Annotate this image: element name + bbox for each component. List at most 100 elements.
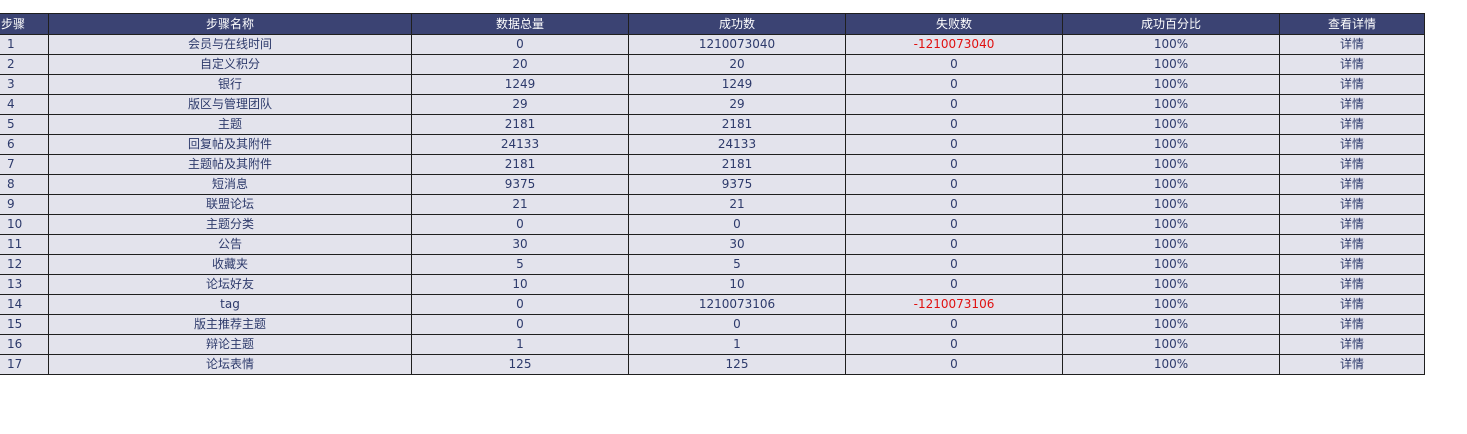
- cell-success-percent: 100%: [1062, 74, 1280, 95]
- detail-link[interactable]: 详情: [1279, 34, 1425, 55]
- cell-success: 125: [628, 354, 846, 375]
- cell-step-name: 公告: [48, 234, 412, 255]
- cell-total: 30: [411, 234, 629, 255]
- cell-success: 0: [628, 314, 846, 335]
- cell-step-name: 版主推荐主题: [48, 314, 412, 335]
- cell-success-percent: 100%: [1062, 354, 1280, 375]
- cell-step-name: tag: [48, 294, 412, 315]
- cell-success: 24133: [628, 134, 846, 155]
- cell-step-name: 联盟论坛: [48, 194, 412, 215]
- cell-step: 12: [0, 254, 49, 275]
- detail-link[interactable]: 详情: [1279, 74, 1425, 95]
- table-row: 15 版主推荐主题 0 0 0 100% 详情: [0, 314, 1425, 335]
- table-row: 10 主题分类 0 0 0 100% 详情: [0, 214, 1425, 235]
- cell-success: 1210073040: [628, 34, 846, 55]
- detail-link[interactable]: 详情: [1279, 134, 1425, 155]
- cell-step: 11: [0, 234, 49, 255]
- header-success: 成功数: [628, 13, 846, 35]
- cell-step: 2: [0, 54, 49, 75]
- table-row: 8 短消息 9375 9375 0 100% 详情: [0, 174, 1425, 195]
- cell-success-percent: 100%: [1062, 34, 1280, 55]
- cell-success-percent: 100%: [1062, 334, 1280, 355]
- table-row: 3 银行 1249 1249 0 100% 详情: [0, 74, 1425, 95]
- cell-total: 2181: [411, 114, 629, 135]
- detail-link[interactable]: 详情: [1279, 114, 1425, 135]
- cell-total: 10: [411, 274, 629, 295]
- cell-step-name: 主题: [48, 114, 412, 135]
- cell-success-percent: 100%: [1062, 254, 1280, 275]
- cell-failed: 0: [845, 74, 1063, 95]
- cell-success-percent: 100%: [1062, 194, 1280, 215]
- table-row: 16 辩论主题 1 1 0 100% 详情: [0, 334, 1425, 355]
- conversion-results-panel: 步骤 步骤名称 数据总量 成功数 失败数 成功百分比 查看详情 1 会员与在线时间…: [0, 13, 1425, 375]
- cell-success: 1: [628, 334, 846, 355]
- cell-failed: 0: [845, 114, 1063, 135]
- cell-failed: 0: [845, 94, 1063, 115]
- table-row: 1 会员与在线时间 0 1210073040 -1210073040 100% 详情: [0, 34, 1425, 55]
- cell-step: 3: [0, 74, 49, 95]
- table-row: 7 主题帖及其附件 2181 2181 0 100% 详情: [0, 154, 1425, 175]
- cell-failed: 0: [845, 134, 1063, 155]
- cell-step: 6: [0, 134, 49, 155]
- cell-total: 20: [411, 54, 629, 75]
- header-failed: 失败数: [845, 13, 1063, 35]
- cell-total: 1249: [411, 74, 629, 95]
- cell-success: 20: [628, 54, 846, 75]
- cell-failed: 0: [845, 174, 1063, 195]
- cell-step: 7: [0, 154, 49, 175]
- header-step: 步骤: [0, 13, 49, 35]
- cell-failed: -1210073040: [845, 34, 1063, 55]
- cell-success: 30: [628, 234, 846, 255]
- detail-link[interactable]: 详情: [1279, 94, 1425, 115]
- cell-success-percent: 100%: [1062, 274, 1280, 295]
- detail-link[interactable]: 详情: [1279, 154, 1425, 175]
- cell-step-name: 会员与在线时间: [48, 34, 412, 55]
- table-row: 12 收藏夹 5 5 0 100% 详情: [0, 254, 1425, 275]
- detail-link[interactable]: 详情: [1279, 234, 1425, 255]
- cell-step: 8: [0, 174, 49, 195]
- cell-success-percent: 100%: [1062, 94, 1280, 115]
- detail-link[interactable]: 详情: [1279, 334, 1425, 355]
- cell-step-name: 银行: [48, 74, 412, 95]
- cell-total: 0: [411, 214, 629, 235]
- cell-success-percent: 100%: [1062, 234, 1280, 255]
- cell-step: 10: [0, 214, 49, 235]
- cell-success: 0: [628, 214, 846, 235]
- cell-step: 14: [0, 294, 49, 315]
- detail-link[interactable]: 详情: [1279, 194, 1425, 215]
- cell-failed: 0: [845, 214, 1063, 235]
- table-row: 17 论坛表情 125 125 0 100% 详情: [0, 354, 1425, 375]
- cell-failed: 0: [845, 274, 1063, 295]
- cell-failed: 0: [845, 314, 1063, 335]
- cell-total: 5: [411, 254, 629, 275]
- cell-failed: 0: [845, 154, 1063, 175]
- cell-step: 9: [0, 194, 49, 215]
- cell-step: 4: [0, 94, 49, 115]
- cell-success: 1210073106: [628, 294, 846, 315]
- detail-link[interactable]: 详情: [1279, 274, 1425, 295]
- header-success-percent: 成功百分比: [1062, 13, 1280, 35]
- detail-link[interactable]: 详情: [1279, 214, 1425, 235]
- cell-total: 24133: [411, 134, 629, 155]
- cell-step: 17: [0, 354, 49, 375]
- cell-success: 2181: [628, 114, 846, 135]
- cell-success: 9375: [628, 174, 846, 195]
- cell-step-name: 辩论主题: [48, 334, 412, 355]
- detail-link[interactable]: 详情: [1279, 174, 1425, 195]
- detail-link[interactable]: 详情: [1279, 314, 1425, 335]
- cell-total: 9375: [411, 174, 629, 195]
- cell-success: 5: [628, 254, 846, 275]
- cell-success-percent: 100%: [1062, 174, 1280, 195]
- detail-link[interactable]: 详情: [1279, 294, 1425, 315]
- detail-link[interactable]: 详情: [1279, 54, 1425, 75]
- cell-step: 15: [0, 314, 49, 335]
- header-step-name: 步骤名称: [48, 13, 412, 35]
- cell-step-name: 版区与管理团队: [48, 94, 412, 115]
- detail-link[interactable]: 详情: [1279, 354, 1425, 375]
- table-row: 9 联盟论坛 21 21 0 100% 详情: [0, 194, 1425, 215]
- detail-link[interactable]: 详情: [1279, 254, 1425, 275]
- cell-total: 0: [411, 294, 629, 315]
- cell-success: 29: [628, 94, 846, 115]
- cell-total: 0: [411, 314, 629, 335]
- cell-total: 29: [411, 94, 629, 115]
